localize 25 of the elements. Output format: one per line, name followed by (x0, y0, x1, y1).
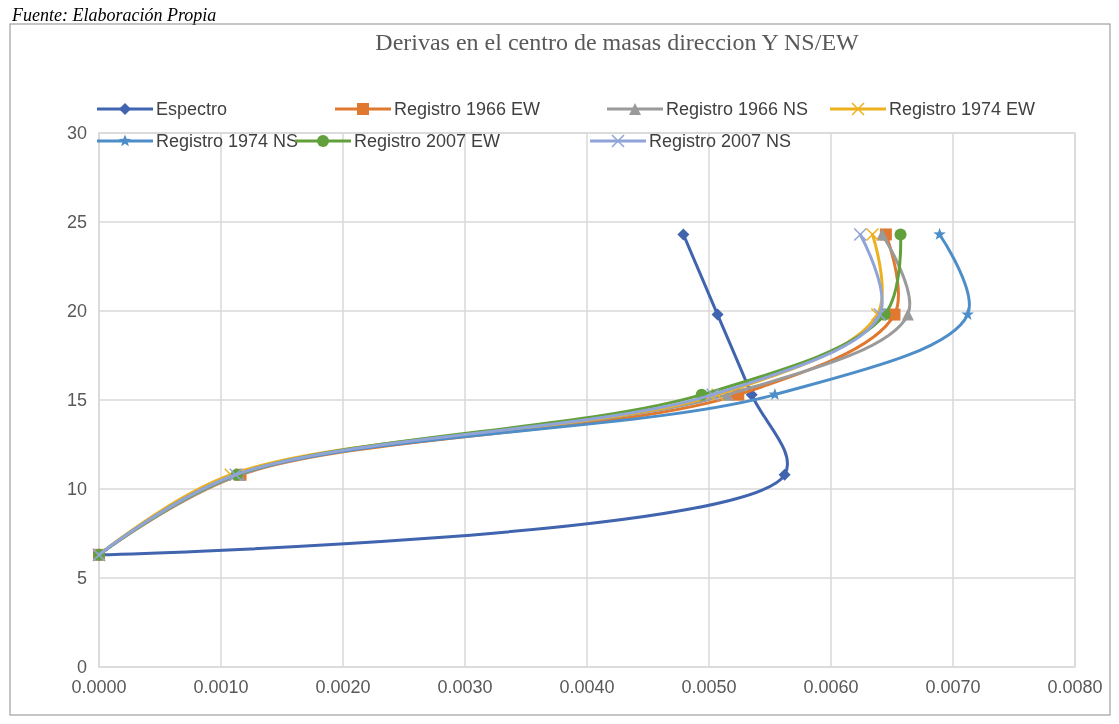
legend-label: Registro 2007 NS (649, 131, 792, 151)
x-tick-label: 0.0030 (437, 677, 493, 697)
legend-label: Registro 1974 EW (889, 99, 1036, 119)
x-tick-label: 0.0010 (193, 677, 249, 697)
x-tick-label: 0.0050 (681, 677, 737, 697)
y-tick-label: 30 (66, 123, 87, 143)
x-tick-label: 0.0070 (925, 677, 981, 697)
y-tick-label: 10 (66, 479, 87, 499)
x-tick-label: 0.0040 (559, 677, 615, 697)
y-tick-label: 0 (76, 657, 87, 677)
y-tick-label: 5 (76, 568, 87, 588)
y-tick-label: 15 (66, 390, 87, 410)
x-tick-label: 0.0080 (1047, 677, 1103, 697)
legend-label: Espectro (156, 99, 228, 119)
x-tick-label: 0.0020 (315, 677, 371, 697)
x-tick-label: 0.0060 (803, 677, 859, 697)
source-note: Fuente: Elaboración Propia (11, 5, 217, 25)
legend-label: Registro 2007 EW (354, 131, 501, 151)
y-tick-label: 20 (66, 301, 87, 321)
legend-label: Registro 1974 NS (156, 131, 299, 151)
legend-label: Registro 1966 EW (394, 99, 541, 119)
y-tick-label: 25 (66, 212, 87, 232)
x-tick-label: 0.0000 (71, 677, 127, 697)
chart-title: Derivas en el centro de masas direccion Y NS/EW (375, 29, 860, 55)
legend-label: Registro 1966 NS (666, 99, 809, 119)
